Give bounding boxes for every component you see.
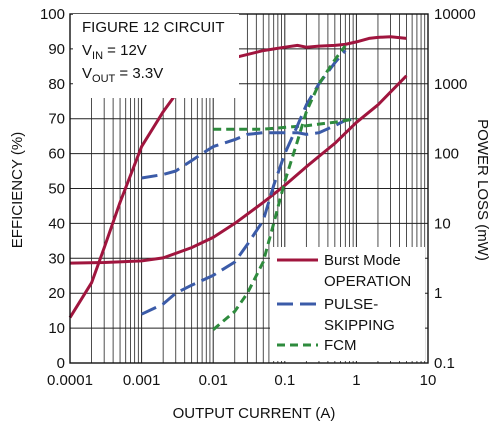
series-line-burst-eff <box>68 35 407 319</box>
legend: Burst Mode OPERATION PULSE- SKIPPING FCM <box>270 247 425 361</box>
x-tick-label: 0.1 <box>274 372 295 389</box>
series-line-pulse-loss <box>140 49 347 316</box>
y-right-tick-label: 100 <box>434 146 459 163</box>
y-left-tick-label: 70 <box>48 111 65 128</box>
legend-label-pulse-skipping-2: SKIPPING <box>324 317 395 334</box>
x-tick-label: 0.0001 <box>47 372 93 389</box>
y-left-tick-label: 40 <box>48 215 65 232</box>
y-right-tick-label: 10000 <box>434 6 476 23</box>
series-layer <box>68 35 408 331</box>
axis-tick-labels: 0.0001 0.001 0.01 0.1 1 100102030405060708090… <box>40 6 476 389</box>
y-right-tick-label: 10 <box>434 215 451 232</box>
series-line-fcm-eff <box>213 117 357 131</box>
legend-label-pulse-skipping-1: PULSE- <box>324 296 378 313</box>
legend-label-burst-mode-1: Burst Mode <box>324 252 401 269</box>
legend-item-fcm: FCM <box>277 337 357 354</box>
y-left-tick-label: 100 <box>40 6 65 23</box>
annotation-background <box>73 14 239 98</box>
legend-item-pulse-skipping: PULSE- SKIPPING <box>277 296 395 334</box>
x-tick-label: 0.001 <box>123 372 161 389</box>
y-left-tick-label: 90 <box>48 41 65 58</box>
y-left-tick-label: 0 <box>57 355 65 372</box>
annotation-line-2: VIN = 12V <box>82 42 147 62</box>
annotation-box: FIGURE 12 CIRCUIT VIN = 12V VOUT = 3.3V <box>73 14 239 98</box>
annotation-line-1: FIGURE 12 CIRCUIT <box>82 19 225 36</box>
legend-item-burst-mode: Burst Mode OPERATION <box>277 252 411 290</box>
y-right-tick-label: 1 <box>434 285 442 302</box>
y-left-tick-label: 60 <box>48 146 65 163</box>
y-right-tick-label: 1000 <box>434 76 467 93</box>
x-axis-label: OUTPUT CURRENT (A) <box>173 405 336 422</box>
series-line-burst-loss <box>69 74 408 265</box>
y-left-tick-label: 10 <box>48 320 65 337</box>
legend-label-burst-mode-2: OPERATION <box>324 273 411 290</box>
y-axis-label-left: EFFICIENCY (%) <box>9 132 26 248</box>
series-line-fcm-loss <box>212 44 347 331</box>
series-line-pulse-eff <box>141 117 357 180</box>
x-tick-label: 0.01 <box>199 372 228 389</box>
y-left-tick-label: 80 <box>48 76 65 93</box>
y-left-tick-label: 30 <box>48 250 65 267</box>
x-tick-label: 1 <box>352 372 360 389</box>
y-left-tick-label: 50 <box>48 181 65 198</box>
y-right-tick-label: 0.1 <box>434 355 455 372</box>
plot-frame <box>69 13 429 364</box>
annotation-line-3: VOUT = 3.3V <box>82 65 163 85</box>
y-axis-label-right: POWER LOSS (mW) <box>474 119 491 261</box>
y-left-tick-label: 20 <box>48 285 65 302</box>
legend-label-fcm: FCM <box>324 337 357 354</box>
legend-background <box>270 247 425 361</box>
x-tick-label: 10 <box>420 372 437 389</box>
